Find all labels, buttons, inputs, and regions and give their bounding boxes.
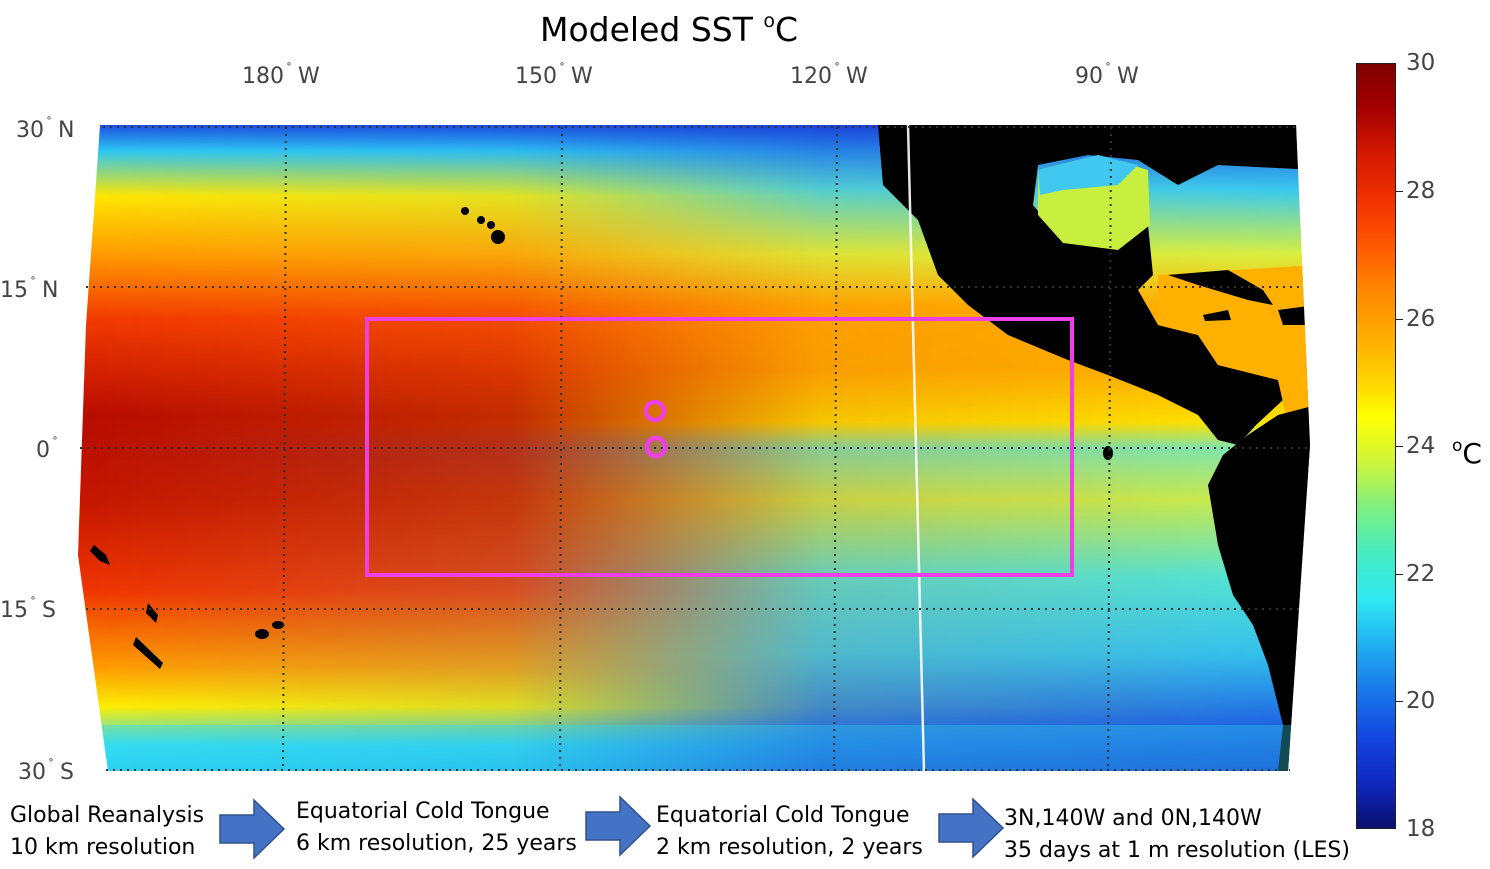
- workflow-step-1: Global Reanalysis 10 km resolution: [10, 800, 204, 864]
- colorbar-unit: oC: [1452, 436, 1482, 470]
- right-arrow-icon: [219, 798, 286, 860]
- lon-label-150w: 150 ˚ W: [515, 62, 593, 89]
- step-1-title: Global Reanalysis: [10, 803, 205, 828]
- lat-label-15n: 15 ˚ N: [0, 276, 59, 303]
- step-3-title: Equatorial Cold Tongue: [656, 803, 910, 828]
- lat-label-30s: 30 ˚ S: [18, 758, 74, 785]
- colorbar: [1356, 63, 1396, 829]
- step-3-detail: 2 km resolution, 2 years: [656, 835, 923, 860]
- equatorial-cold-tongue-box: [365, 317, 1074, 577]
- colorbar-label-20: 20: [1406, 688, 1436, 714]
- right-arrow-icon: [938, 797, 1005, 859]
- step-4-detail: 35 days at 1 m resolution (LES): [1004, 838, 1350, 863]
- colorbar-label-24: 24: [1406, 433, 1436, 459]
- lat-label-0: 0 ˚: [36, 436, 58, 463]
- right-arrow-icon: [585, 795, 652, 857]
- lon-label-90w: 90 ˚ W: [1075, 62, 1139, 89]
- workflow-step-2: Equatorial Cold Tongue 6 km resolution, …: [296, 796, 577, 860]
- colorbar-tick: [1395, 319, 1403, 320]
- lat-label-30n: 30 ˚ N: [16, 116, 75, 143]
- colorbar-label-26: 26: [1406, 306, 1436, 332]
- lon-label-180w: 180 ˚ W: [242, 62, 320, 89]
- land-americas-north: [878, 125, 1310, 445]
- step-2-detail: 6 km resolution, 25 years: [296, 831, 577, 856]
- lat-label-15s: 15 ˚ S: [0, 596, 56, 623]
- land-south-america: [1208, 405, 1310, 771]
- title-text: Modeled SST: [540, 10, 764, 49]
- marker-0n-140w: [644, 435, 668, 459]
- colorbar-tick: [1395, 701, 1403, 702]
- colorbar-label-28: 28: [1406, 178, 1436, 204]
- graticule: [80, 126, 1310, 771]
- colorbar-label-22: 22: [1406, 561, 1436, 587]
- sst-map: [78, 125, 1316, 771]
- lon-label-120w: 120 ˚ W: [790, 62, 868, 89]
- colorbar-tick: [1395, 446, 1403, 447]
- workflow-step-3: Equatorial Cold Tongue 2 km resolution, …: [656, 800, 923, 864]
- step-2-title: Equatorial Cold Tongue: [296, 799, 550, 824]
- title-unit: C: [775, 10, 799, 49]
- workflow-step-4: 3N,140W and 0N,140W 35 days at 1 m resol…: [1004, 803, 1350, 867]
- land-hawaii: [461, 207, 505, 244]
- colorbar-label-18: 18: [1406, 816, 1436, 842]
- title-degree: o: [763, 10, 775, 32]
- step-4-title: 3N,140W and 0N,140W: [1004, 806, 1262, 831]
- colorbar-tick: [1395, 191, 1403, 192]
- marker-3n-140w: [643, 399, 667, 423]
- figure-title: Modeled SST oC: [540, 10, 798, 49]
- colorbar-label-30: 30: [1406, 50, 1436, 76]
- colorbar-tick: [1395, 574, 1403, 575]
- step-1-detail: 10 km resolution: [10, 835, 196, 860]
